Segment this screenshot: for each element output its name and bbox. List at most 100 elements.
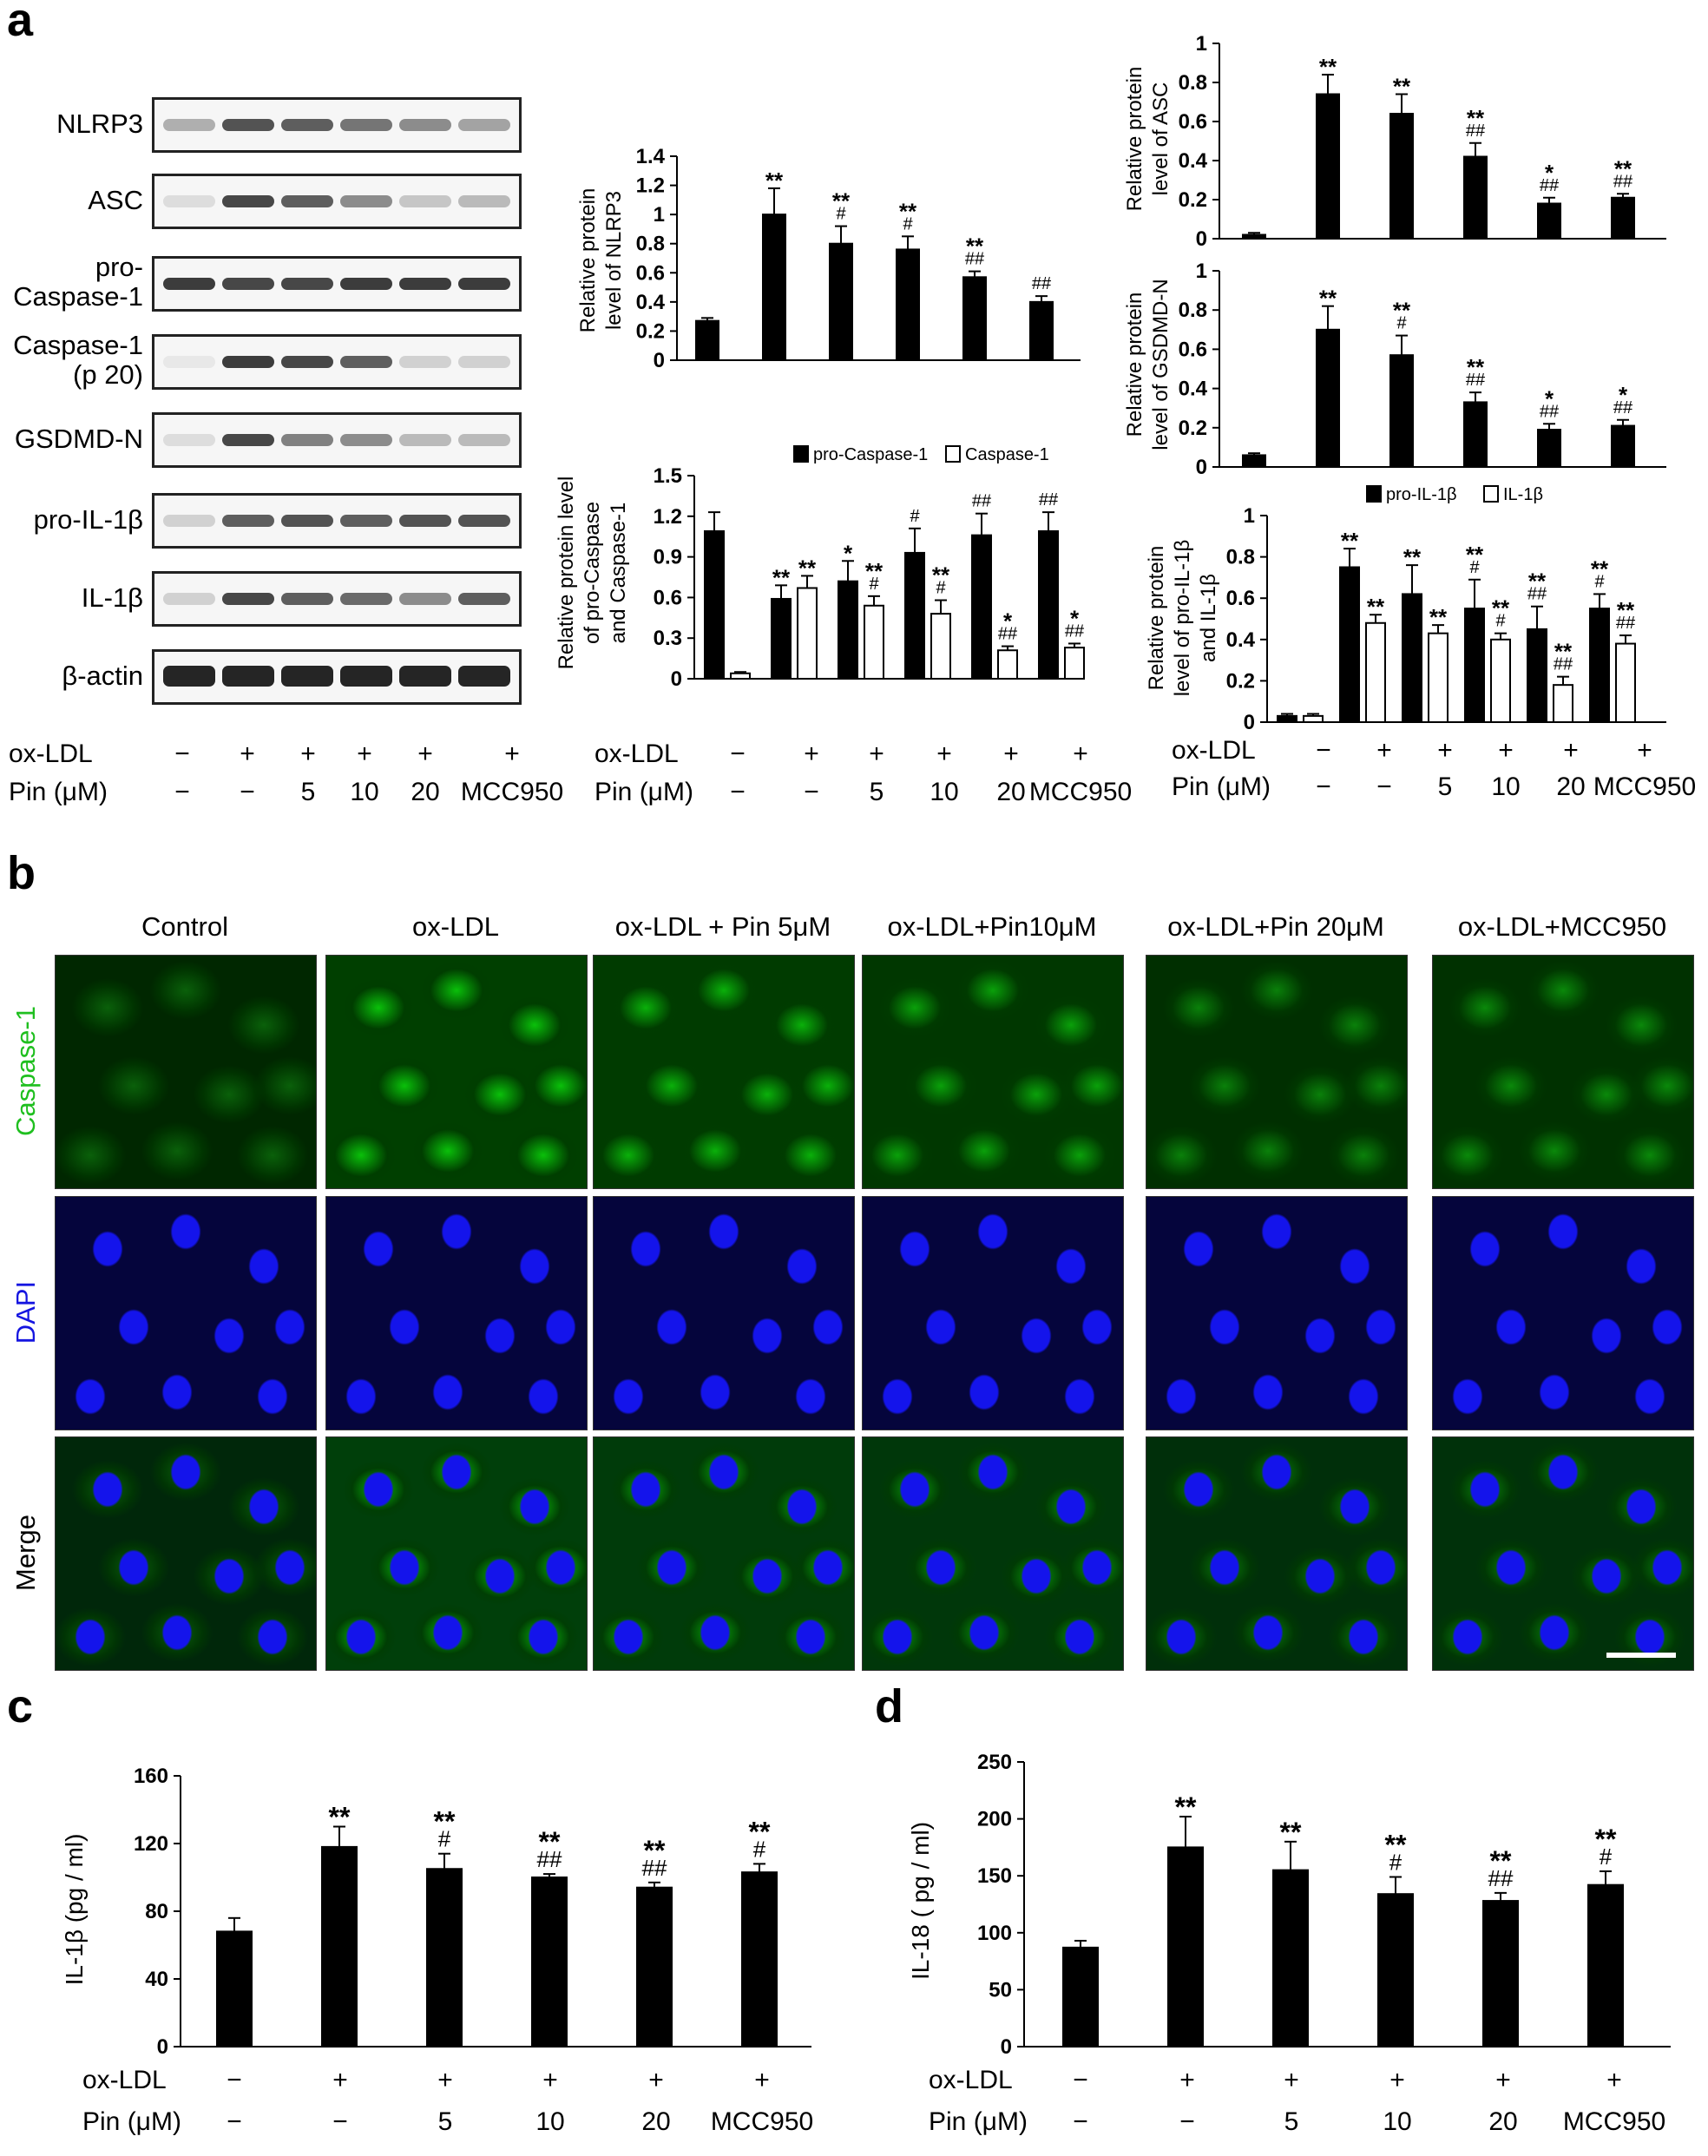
oxldl-mark: + (754, 2066, 770, 2094)
oxldl-mark: + (869, 739, 884, 768)
bar (838, 580, 858, 680)
bar (1463, 401, 1488, 469)
significance-hash: ## (1065, 621, 1085, 641)
y-tick-label: 0 (157, 2035, 168, 2059)
chart-nlrp3: 0 0.2 0.4 0.6 0.8 1 1.2 1.4 Relative protein leve… (576, 145, 1081, 372)
blot-band (281, 195, 333, 207)
y-tick-label: 150 (977, 1864, 1012, 1888)
bar (1463, 155, 1488, 240)
micrograph-image (325, 1196, 588, 1430)
y-tick-label: 1 (1244, 504, 1255, 528)
oxldl-row-label: ox-LDL (929, 2066, 1013, 2094)
blot-label: pro-IL-1β (33, 504, 143, 535)
significance-star: ** (1403, 544, 1422, 570)
significance-hash: ## (537, 1846, 562, 1872)
bar (930, 613, 951, 680)
blot-band (399, 515, 451, 527)
blot-band (281, 356, 333, 368)
blot-band (458, 515, 510, 527)
blot-band (399, 593, 451, 605)
significance-hash: ## (1613, 398, 1633, 417)
significance-star: ** (644, 1835, 666, 1866)
y-tick-label: 0.6 (1226, 587, 1255, 610)
significance-star: ** (899, 198, 917, 224)
significance-star: ** (932, 562, 950, 588)
blot-band (399, 195, 451, 207)
blot-band (340, 666, 392, 687)
y-tick-label: 120 (134, 1832, 168, 1856)
bar (1611, 196, 1635, 240)
bar (1537, 202, 1561, 240)
blot-label: pro- Caspase-1 (13, 252, 143, 312)
significance-hash: # (869, 575, 879, 594)
blot-label: IL-1β (81, 582, 143, 613)
micrograph-image (1146, 1196, 1408, 1430)
blot-label: NLRP3 (56, 108, 143, 139)
blot-band (163, 195, 215, 207)
bar (1527, 628, 1547, 724)
significance-star: ** (1467, 105, 1485, 131)
micrograph-image (593, 1436, 855, 1671)
y-tick-label: 0.9 (654, 546, 682, 569)
y-tick-label: 160 (134, 1765, 168, 1788)
blot-band (458, 356, 510, 368)
blot-band (458, 666, 510, 687)
blot-band (340, 356, 392, 368)
pin-mark: 20 (1556, 772, 1586, 801)
y-tick-label: 0.8 (636, 233, 665, 256)
y-axis-label: level of pro-IL-1β (1171, 540, 1194, 697)
bar (1303, 714, 1324, 723)
blot-band (340, 195, 392, 207)
bar (1464, 608, 1485, 723)
blot-band (399, 356, 451, 368)
oxldl-mark: − (227, 2066, 242, 2094)
oxldl-mark: + (1498, 736, 1514, 765)
pin-mark: − (332, 2107, 348, 2136)
oxldl-mark: + (357, 739, 372, 768)
significance-hash: # (1389, 1850, 1403, 1876)
significance-hash: # (1469, 558, 1480, 577)
blot-label: ASC (88, 185, 143, 215)
micrograph-image (325, 1436, 588, 1671)
significance-hash: ## (1039, 490, 1059, 509)
significance-star: ** (1367, 594, 1385, 620)
significance-star: ** (1614, 155, 1632, 181)
blot-label: β-actin (62, 661, 143, 691)
blot-band (340, 119, 392, 131)
oxldl-mark: + (332, 2066, 348, 2094)
blot-band (281, 593, 333, 605)
pin-mark: 20 (641, 2107, 671, 2136)
y-axis-label: IL-18 ( pg / ml) (907, 1822, 934, 1980)
blot-band (163, 666, 215, 687)
bar (829, 242, 853, 362)
y-tick-label: 1 (654, 203, 665, 227)
chart-il1b: 0 0.2 0.4 0.6 0.8 1 Relative protein level of p… (1145, 485, 1666, 734)
oxldl-mark: + (1179, 2066, 1195, 2094)
significance-hash: # (753, 1836, 766, 1862)
y-axis-label: of pro-Caspase (581, 502, 604, 644)
micrograph-image (862, 955, 1124, 1189)
oxldl-row-label: ox-LDL (82, 2066, 167, 2094)
bar (962, 276, 987, 362)
oxldl-mark: + (1437, 736, 1453, 765)
oxldl-mark: + (417, 739, 433, 768)
significance-star: * (1545, 385, 1554, 411)
blot-band (222, 666, 274, 687)
blot-band (281, 434, 333, 446)
pin-mark: 5 (1284, 2107, 1299, 2136)
y-tick-label: 0.3 (654, 627, 682, 650)
blot-strip (152, 412, 522, 468)
oxldl-mark: + (1376, 736, 1392, 765)
y-axis-label: and IL-1β (1197, 574, 1220, 662)
pin-mark: − (804, 778, 819, 806)
significance-star: ** (1341, 528, 1359, 554)
significance-star: ** (1429, 604, 1448, 630)
micrograph-column-title: ox-LDL+Pin 20μM (1167, 911, 1384, 942)
y-tick-label: 0.8 (1226, 546, 1255, 569)
blot-strip (152, 493, 522, 549)
pin-mark: MCC950 (1562, 2107, 1666, 2136)
y-tick-label: 1 (1196, 32, 1207, 56)
significance-star: ** (1591, 555, 1609, 582)
micrograph-image (55, 1436, 317, 1671)
